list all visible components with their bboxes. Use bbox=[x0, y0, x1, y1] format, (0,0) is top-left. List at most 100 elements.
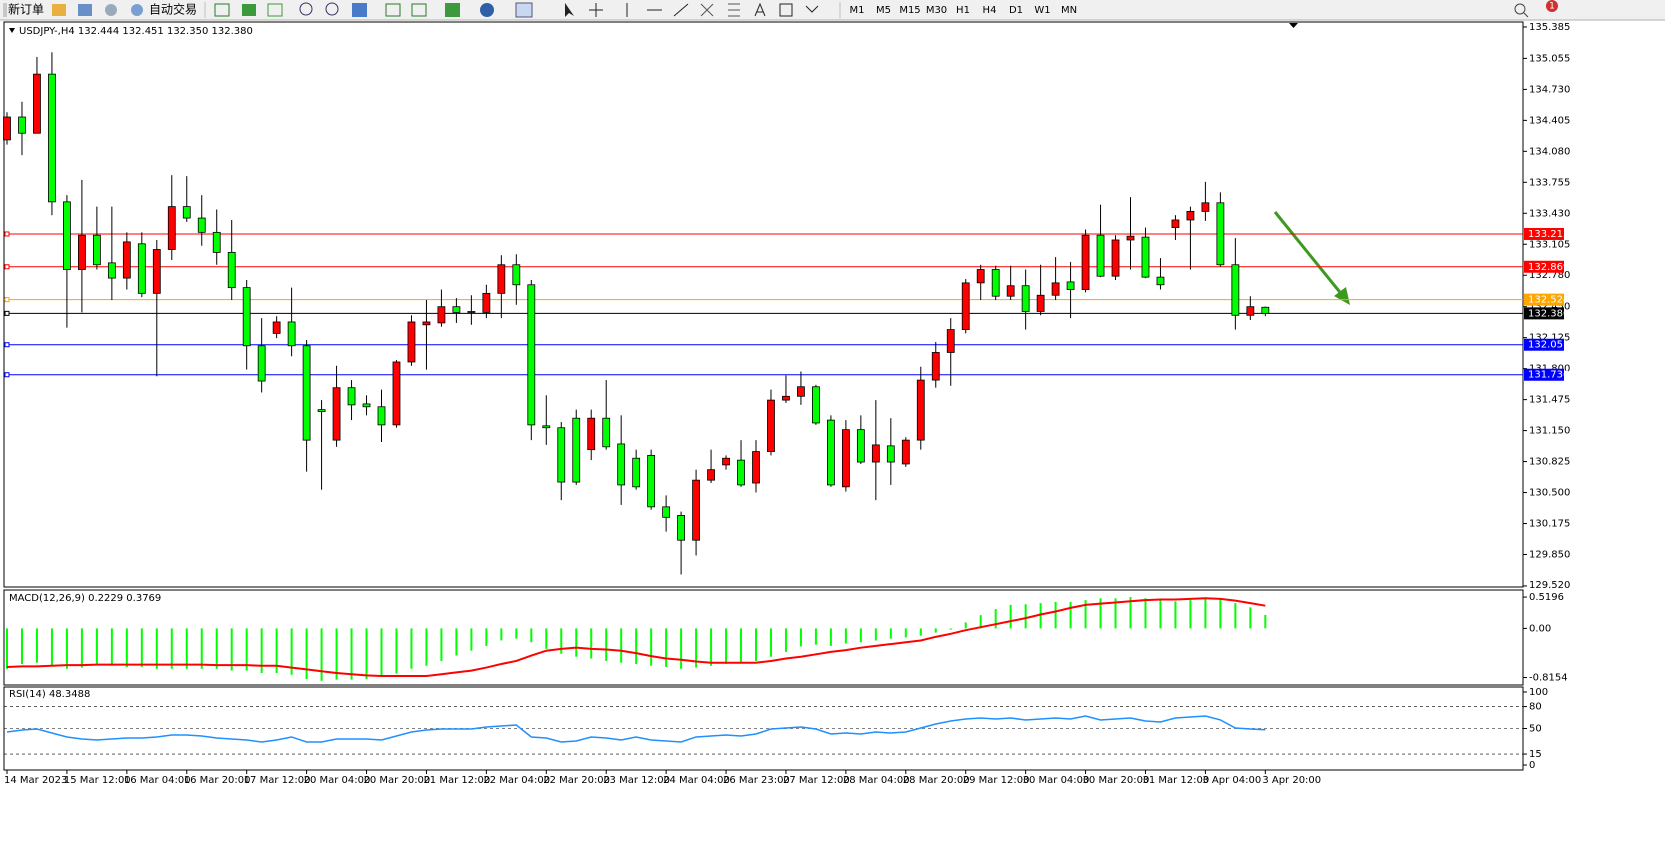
y-tick-label: 135.385 bbox=[1529, 22, 1570, 33]
timeframe-button[interactable]: M30 bbox=[926, 5, 947, 16]
candle-body bbox=[272, 321, 281, 334]
icon-btn[interactable] bbox=[105, 4, 117, 16]
x-tick-label: 29 Mar 12:00 bbox=[963, 775, 1030, 786]
timeframe-button[interactable]: H4 bbox=[983, 5, 997, 16]
line-handle bbox=[4, 264, 10, 270]
candle-body bbox=[677, 515, 685, 541]
toolbar: 新订单 自动交易 M1 M5 M15 M30 H1 H4 D1 W1 MN 1 bbox=[0, 0, 1665, 21]
line-handle bbox=[4, 231, 10, 237]
channel-tool[interactable] bbox=[700, 3, 714, 17]
symbol-menu[interactable] bbox=[9, 28, 15, 33]
y-tick-label: 132.450 bbox=[1529, 302, 1570, 313]
y-tick-label: 133.755 bbox=[1529, 177, 1570, 188]
y-tick-label: 130.175 bbox=[1529, 519, 1570, 530]
candle-body bbox=[48, 73, 56, 203]
candle-body bbox=[452, 306, 461, 313]
y-tick-label: 50 bbox=[1529, 724, 1542, 735]
zoom-in[interactable] bbox=[299, 2, 313, 16]
icon-btn[interactable] bbox=[267, 3, 283, 17]
icon-btn[interactable] bbox=[78, 4, 92, 16]
price-tag-label: 131.736 bbox=[1528, 370, 1569, 381]
auto-trade-icon[interactable] bbox=[131, 4, 143, 16]
candle-body bbox=[527, 284, 536, 426]
new-order-button[interactable]: 新订单 bbox=[8, 2, 44, 17]
icon-btn[interactable] bbox=[52, 4, 66, 16]
candle-body bbox=[63, 201, 71, 270]
candle-body bbox=[886, 445, 895, 463]
y-tick-label: 132.125 bbox=[1529, 333, 1570, 344]
y-tick-label: 129.850 bbox=[1529, 549, 1570, 560]
candle-body bbox=[257, 345, 266, 382]
x-tick-label: 30 Mar 20:00 bbox=[1083, 775, 1150, 786]
candle-body bbox=[1246, 306, 1255, 316]
candle-body bbox=[1021, 285, 1030, 312]
arrows-tool[interactable] bbox=[805, 5, 819, 13]
candle-body bbox=[827, 419, 835, 486]
candle-body bbox=[692, 479, 700, 541]
candle-body bbox=[1171, 219, 1180, 228]
search[interactable] bbox=[1514, 3, 1529, 18]
x-tick-label: 26 Mar 23:00 bbox=[723, 775, 790, 786]
icon-btn[interactable] bbox=[411, 3, 427, 17]
candle-body bbox=[467, 311, 476, 313]
candle-body bbox=[722, 457, 730, 466]
timeframe-button[interactable]: W1 bbox=[1034, 5, 1050, 16]
templates[interactable] bbox=[515, 2, 533, 18]
y-tick-label: 135.055 bbox=[1529, 53, 1570, 64]
candle-body bbox=[512, 264, 521, 286]
timeframe-button[interactable]: M1 bbox=[850, 5, 865, 16]
icon-btn[interactable] bbox=[385, 3, 401, 17]
candle-body bbox=[3, 116, 11, 141]
icon-btn[interactable] bbox=[242, 4, 256, 16]
candle-body bbox=[227, 251, 236, 289]
crosshair-tool[interactable] bbox=[589, 3, 603, 17]
rsi-line bbox=[6, 715, 1266, 743]
y-tick-label: 134.405 bbox=[1529, 115, 1570, 126]
candle-body bbox=[707, 469, 715, 481]
timeframe-button[interactable]: M5 bbox=[876, 5, 891, 16]
candle-body bbox=[871, 444, 880, 463]
icon-btn[interactable] bbox=[214, 3, 230, 17]
x-tick-label: 14 Mar 2023 bbox=[4, 775, 67, 786]
x-tick-label: 27 Mar 12:00 bbox=[783, 775, 850, 786]
timeframe-button[interactable]: MN bbox=[1061, 5, 1077, 16]
grip bbox=[3, 3, 7, 17]
indicators[interactable] bbox=[445, 3, 460, 17]
y-tick-label: 100 bbox=[1529, 687, 1548, 698]
timeframe-button[interactable]: M15 bbox=[899, 5, 920, 16]
arrow-annotation bbox=[1273, 211, 1350, 305]
candle-body bbox=[137, 243, 146, 294]
line-handle bbox=[4, 297, 10, 303]
shift-marker bbox=[1289, 23, 1298, 28]
candle-body bbox=[587, 417, 596, 451]
candle-body bbox=[812, 386, 820, 424]
badge[interactable] bbox=[1546, 0, 1558, 12]
candle-body bbox=[78, 234, 86, 270]
candle-body bbox=[991, 269, 1000, 297]
label-tool[interactable] bbox=[779, 3, 793, 17]
candle-body bbox=[976, 269, 985, 284]
tile[interactable] bbox=[352, 3, 367, 17]
text-tool[interactable] bbox=[754, 2, 766, 17]
y-tick-label: 131.150 bbox=[1529, 426, 1570, 437]
timeframe-button[interactable]: H1 bbox=[956, 5, 970, 16]
fibo-tool[interactable] bbox=[728, 3, 740, 17]
auto-trade-button[interactable]: 自动交易 bbox=[149, 2, 197, 17]
arrow-line bbox=[1273, 211, 1345, 297]
candle-body bbox=[901, 439, 910, 465]
price-tag bbox=[1524, 338, 1564, 351]
cursor-tool[interactable] bbox=[565, 3, 574, 17]
candle-body bbox=[931, 352, 940, 381]
candle-body bbox=[33, 73, 41, 134]
zoom-out[interactable] bbox=[325, 2, 339, 16]
candle-body bbox=[1186, 210, 1195, 221]
candle-body bbox=[617, 443, 626, 486]
periods[interactable] bbox=[480, 3, 494, 17]
timeframe-button[interactable]: D1 bbox=[1009, 5, 1023, 16]
trendline-tool[interactable] bbox=[673, 3, 689, 17]
main-panel bbox=[3, 21, 1524, 588]
candle-body bbox=[1006, 285, 1015, 297]
candle-body bbox=[122, 241, 131, 279]
candle-body bbox=[167, 206, 176, 250]
